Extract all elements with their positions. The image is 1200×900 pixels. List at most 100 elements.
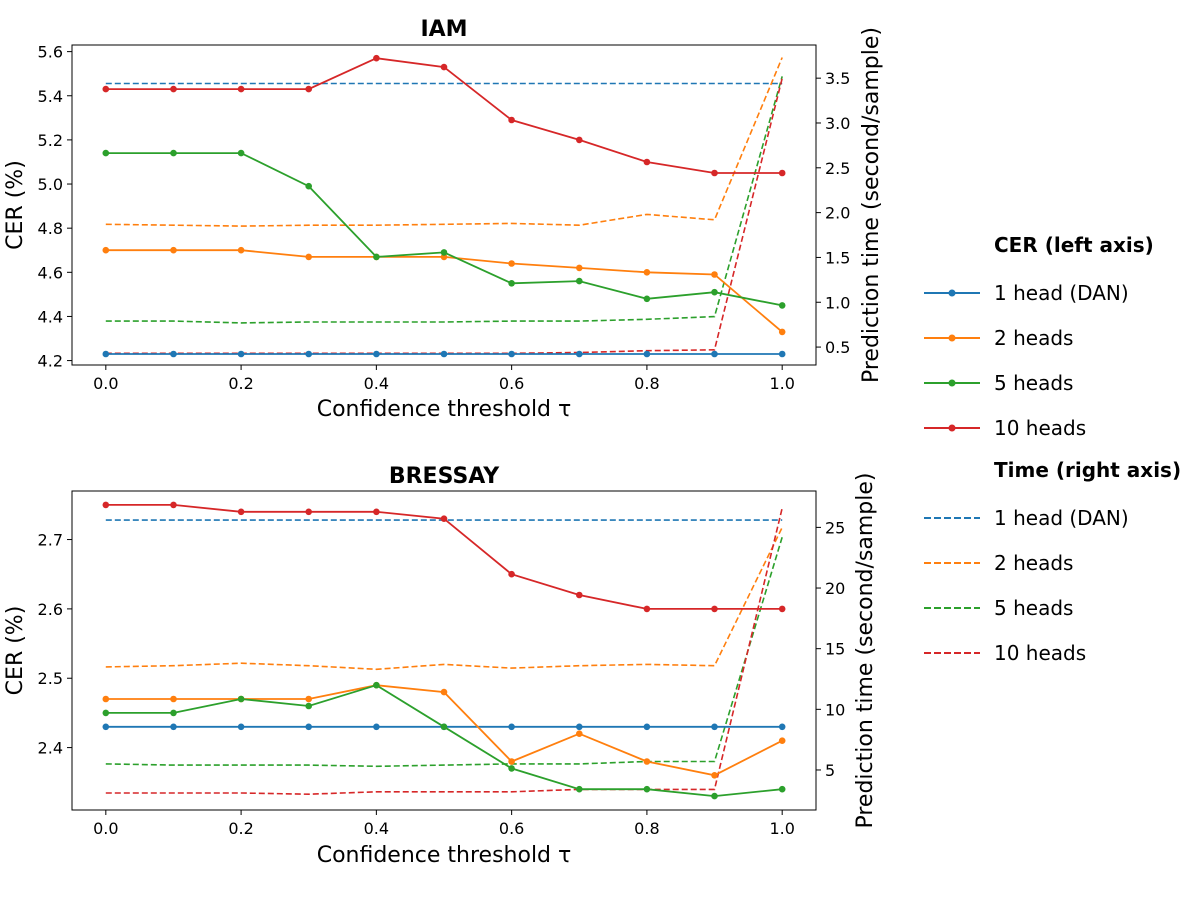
iam-plot-frame (71, 44, 817, 366)
bressay-cer-point-1 (778, 723, 786, 731)
iam-cer-point-1 (373, 350, 380, 358)
bressay-y-tick-label: 2.7 (38, 531, 63, 550)
bressay-y2-tick-label: 10 (825, 700, 845, 719)
bressay-cer-point-1 (373, 723, 380, 731)
bressay-y-axis-label: CER (%) (3, 606, 28, 696)
iam-cer-point-1 (102, 350, 110, 358)
iam-time-line-3 (105, 76, 783, 324)
bressay-time-line-3 (105, 536, 783, 768)
iam-cer-point-1 (576, 350, 583, 358)
legend-cer-swatch-1 (924, 289, 980, 296)
iam-cer-point-3 (373, 253, 380, 261)
legend-time-swatch-4 (924, 651, 980, 654)
bressay-cer-point-1 (643, 723, 651, 731)
bressay-time-line-2 (105, 527, 783, 671)
bressay-cer-point-2 (305, 695, 313, 703)
iam-cer-line-4 (105, 57, 783, 174)
bressay-cer-point-4 (305, 508, 313, 516)
iam-cer-point-1 (778, 350, 786, 358)
iam-cer-line-2 (105, 249, 783, 333)
legend-cer-entry-2: 2 heads (922, 315, 1192, 360)
iam-cer-point-2 (170, 246, 177, 254)
legend-time-swatch-2 (924, 561, 980, 564)
legend-cer-swatch-3 (924, 379, 980, 386)
iam-cer-point-4 (576, 136, 583, 144)
iam-cer-point-4 (305, 85, 313, 93)
bressay-x-tick-label: 1.0 (769, 819, 794, 838)
legend-cer-label-2: 2 heads (994, 325, 1074, 350)
bressay-y2-tick-label: 15 (825, 640, 845, 659)
bressay-cer-point-3 (643, 785, 651, 793)
bressay-cer-point-3 (576, 785, 583, 793)
iam-cer-point-2 (643, 269, 651, 276)
bressay-x-tick-label: 0.4 (364, 819, 389, 838)
legend-cer-entry-3: 5 heads (922, 360, 1192, 405)
bressay-cer-point-3 (373, 681, 380, 689)
bressay-cer-point-2 (643, 758, 651, 765)
bressay-cer-point-2 (508, 758, 515, 765)
bressay-cer-point-2 (778, 737, 786, 744)
iam-cer-point-4 (102, 85, 110, 93)
iam-cer-point-2 (711, 271, 718, 278)
bressay-cer-point-3 (508, 765, 515, 772)
iam-cer-point-1 (170, 350, 177, 358)
iam-y2-tick-label: 3.5 (825, 69, 850, 88)
iam-cer-point-3 (237, 149, 245, 157)
iam-cer-point-4 (440, 63, 448, 71)
iam-cer-point-2 (237, 246, 245, 254)
bressay-y2-tick-label: 25 (825, 518, 845, 537)
iam-cer-point-4 (711, 169, 718, 177)
bressay-cer-point-1 (237, 723, 245, 731)
bressay-cer-point-3 (440, 723, 448, 731)
iam-cer-point-4 (643, 158, 651, 166)
iam-y2-tick-label: 0.5 (825, 338, 850, 357)
bressay-cer-point-1 (508, 723, 515, 731)
iam-y2-tick-label: 1.0 (825, 293, 850, 312)
bressay-cer-point-3 (711, 792, 718, 800)
iam-x-tick-label: 0.4 (364, 374, 389, 393)
bressay-cer-point-1 (170, 723, 177, 731)
iam-cer-point-3 (711, 288, 718, 296)
bressay-cer-point-3 (305, 702, 313, 710)
bressay-cer-point-1 (102, 723, 110, 731)
bressay-y2-tick-label: 5 (825, 761, 835, 780)
legend-time-entry-1: 1 head (DAN) (922, 495, 1192, 540)
iam-cer-point-1 (643, 350, 651, 358)
bressay-y-tick-label: 2.5 (38, 669, 63, 688)
iam-y-tick-label: 5.2 (38, 131, 63, 150)
legend-time-label-1: 1 head (DAN) (994, 505, 1129, 530)
iam-cer-point-2 (305, 253, 313, 261)
bressay-cer-point-4 (711, 605, 718, 613)
bressay-cer-point-4 (102, 501, 110, 509)
iam-y-tick-label: 4.6 (38, 263, 63, 282)
iam-x-tick-label: 1.0 (769, 374, 794, 393)
bressay-cer-point-1 (711, 723, 718, 731)
legend-cer-label-3: 5 heads (994, 370, 1074, 395)
iam-x-tick-label: 0.8 (634, 374, 659, 393)
bressay-cer-point-4 (576, 591, 583, 599)
iam-x-tick-label: 0.6 (499, 374, 524, 393)
bressay-cer-line-3 (105, 684, 783, 798)
iam-y-tick-label: 5.4 (38, 87, 63, 106)
bressay-time-line-4 (105, 507, 783, 796)
iam-cer-point-4 (778, 169, 786, 177)
legend-time-label-3: 5 heads (994, 595, 1074, 620)
iam-y2-tick-label: 2.0 (825, 204, 850, 223)
bressay-cer-point-4 (373, 508, 380, 516)
bressay-x-tick-label: 0.0 (93, 819, 118, 838)
bressay-cer-point-4 (778, 605, 786, 613)
legend-time-label-2: 2 heads (994, 550, 1074, 575)
iam-time-line-4 (105, 78, 783, 355)
bressay-cer-line-2 (105, 684, 783, 777)
iam-cer-point-1 (305, 350, 313, 358)
iam-cer-point-3 (170, 149, 177, 157)
iam-x-tick-label: 0.0 (93, 374, 118, 393)
iam-y2-axis-label: Prediction time (second/sample) (859, 27, 884, 383)
iam-cer-point-3 (440, 249, 448, 256)
legend-cer-swatch-4 (924, 424, 980, 431)
iam-cer-point-4 (508, 116, 515, 124)
bressay-cer-point-3 (170, 709, 177, 717)
bressay-cer-point-2 (576, 730, 583, 737)
bressay-y-tick-label: 2.6 (38, 600, 63, 619)
iam-x-axis-label: Confidence threshold τ (317, 397, 572, 422)
